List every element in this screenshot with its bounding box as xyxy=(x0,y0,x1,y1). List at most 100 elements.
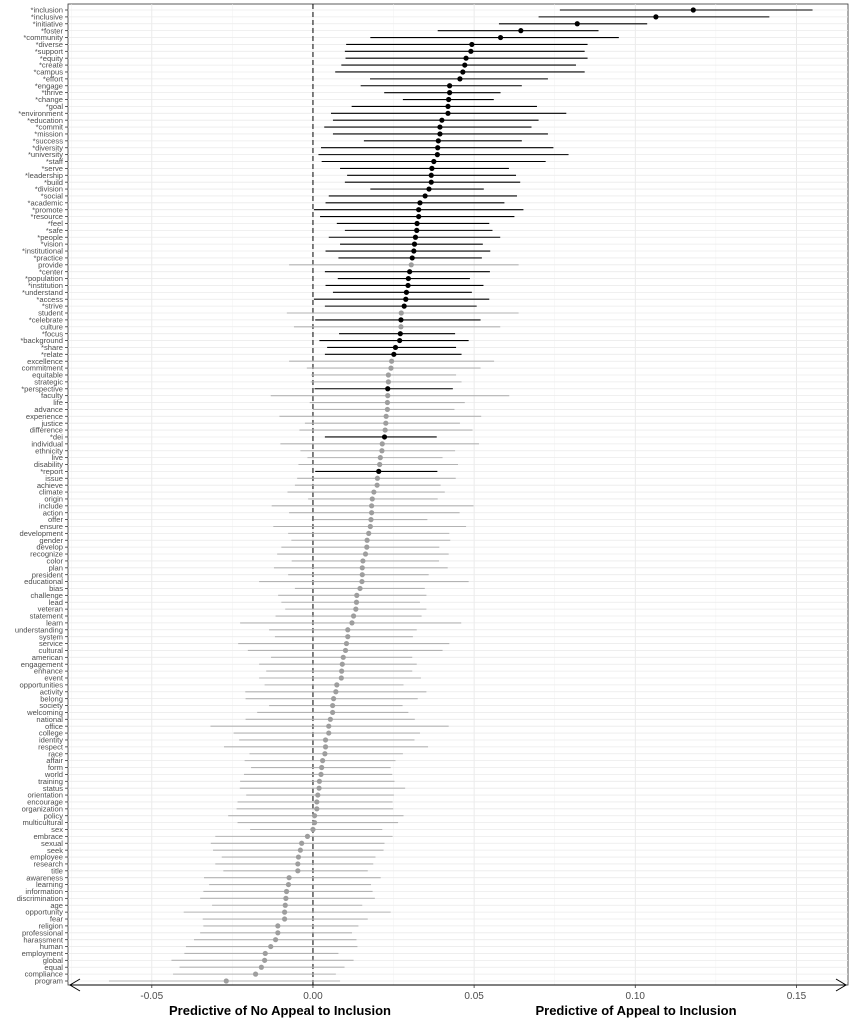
point-estimate xyxy=(408,262,414,268)
point-estimate xyxy=(460,69,466,75)
y-tick-label: *social xyxy=(41,192,64,201)
point-estimate xyxy=(384,399,391,406)
point-estimate xyxy=(338,675,344,681)
y-tick-label: world xyxy=(44,770,63,779)
point-estimate xyxy=(377,461,383,468)
point-estimate xyxy=(371,489,377,495)
point-estimate xyxy=(391,351,397,357)
point-estimate xyxy=(252,971,259,977)
point-estimate xyxy=(422,193,428,199)
y-tick-label: disability xyxy=(34,460,63,469)
point-estimate xyxy=(416,207,422,213)
point-estimate xyxy=(268,943,274,950)
x-tick-label: 0.00 xyxy=(303,991,323,1002)
y-tick-label: *feel xyxy=(48,219,64,228)
point-estimate xyxy=(367,523,373,530)
x-axis: -0.05 0.00 0.05 0.10 0.15 xyxy=(69,978,847,1002)
point-estimate xyxy=(314,806,320,812)
y-tick-label: information xyxy=(25,887,63,896)
y-tick-label: american xyxy=(32,653,63,662)
point-estimate xyxy=(364,544,370,550)
y-tick-label: origin xyxy=(44,495,63,504)
y-tick-label: respect xyxy=(38,742,64,751)
y-tick-label: affair xyxy=(46,756,63,765)
y-tick-label: employee xyxy=(30,853,63,862)
y-tick-label: *inclusion xyxy=(30,6,63,15)
point-estimate xyxy=(407,269,413,275)
point-estimate xyxy=(382,427,388,433)
point-estimate xyxy=(384,406,391,413)
point-estimate xyxy=(403,296,409,302)
point-estimate xyxy=(299,840,305,846)
point-estimate xyxy=(431,158,437,165)
y-tick-label: global xyxy=(43,956,64,965)
point-estimate xyxy=(429,165,435,171)
point-estimate xyxy=(359,572,365,578)
point-estimate xyxy=(469,41,475,48)
y-tick-label: experience xyxy=(26,412,63,421)
point-estimate xyxy=(275,930,281,936)
point-estimate xyxy=(326,723,332,729)
y-tick-label: identity xyxy=(39,736,63,745)
point-estimate xyxy=(364,537,370,543)
point-estimate xyxy=(354,592,360,598)
y-tick-label: *share xyxy=(41,343,63,352)
x-tick-label: -0.05 xyxy=(140,991,163,1002)
point-estimate xyxy=(392,344,399,351)
y-tick-label: professional xyxy=(22,928,63,937)
point-estimate xyxy=(379,441,385,447)
y-tick-label: *serve xyxy=(41,164,63,173)
y-tick-label: status xyxy=(43,784,63,793)
point-estimate xyxy=(446,96,452,103)
y-tick-label: activity xyxy=(40,687,63,696)
point-estimate xyxy=(434,152,440,158)
point-estimate xyxy=(414,227,420,233)
arrow-right-icon xyxy=(835,978,847,992)
y-tick-label: society xyxy=(39,701,63,710)
y-tick-label: climate xyxy=(39,488,63,497)
point-estimate xyxy=(428,179,434,185)
y-tick-label: learning xyxy=(36,880,63,889)
y-tick-label: veteran xyxy=(38,605,63,614)
y-tick-label: *celebrate xyxy=(29,315,63,324)
point-estimate xyxy=(403,289,410,295)
point-estimate xyxy=(318,771,324,778)
point-estimate xyxy=(447,90,453,96)
point-estimate xyxy=(316,785,322,791)
y-tick-label: *safe xyxy=(46,226,63,235)
y-tick-label: faculty xyxy=(41,391,63,400)
y-tick-label: *academic xyxy=(28,198,64,207)
y-tick-label: president xyxy=(32,570,64,579)
y-tick-label: learn xyxy=(46,619,63,628)
point-estimate xyxy=(411,248,417,254)
y-tick-label: *inclusive xyxy=(31,12,63,21)
y-tick-label: strategic xyxy=(34,377,63,386)
y-tick-label: race xyxy=(48,749,63,758)
y-tick-label: *engage xyxy=(35,81,63,90)
y-tick-label: equitable xyxy=(32,371,63,380)
point-estimate xyxy=(223,978,229,984)
y-tick-label: engagement xyxy=(21,660,64,669)
x-axis-title-left: Predictive of No Appeal to Inclusion xyxy=(169,1003,391,1018)
y-tick-label: student xyxy=(38,309,64,318)
y-tick-label: *division xyxy=(35,185,63,194)
y-tick-label: development xyxy=(20,529,64,538)
point-estimate xyxy=(258,964,264,970)
point-estimate xyxy=(295,868,301,874)
y-tick-label: opportunities xyxy=(20,680,64,689)
point-estimate xyxy=(342,647,349,654)
point-estimate xyxy=(339,661,345,667)
y-tick-label: religion xyxy=(39,922,63,931)
y-tick-label: *strive xyxy=(42,302,63,311)
point-estimate xyxy=(447,83,453,89)
y-tick-label: lead xyxy=(49,598,63,607)
point-estimate xyxy=(457,76,463,82)
point-estimate xyxy=(345,634,351,640)
y-tick-label: college xyxy=(39,729,63,738)
grid xyxy=(68,4,848,985)
y-tick-label: orientation xyxy=(28,791,63,800)
y-tick-label: encourage xyxy=(27,798,63,807)
y-tick-label: educational xyxy=(24,577,63,586)
plot-panel xyxy=(67,3,849,986)
